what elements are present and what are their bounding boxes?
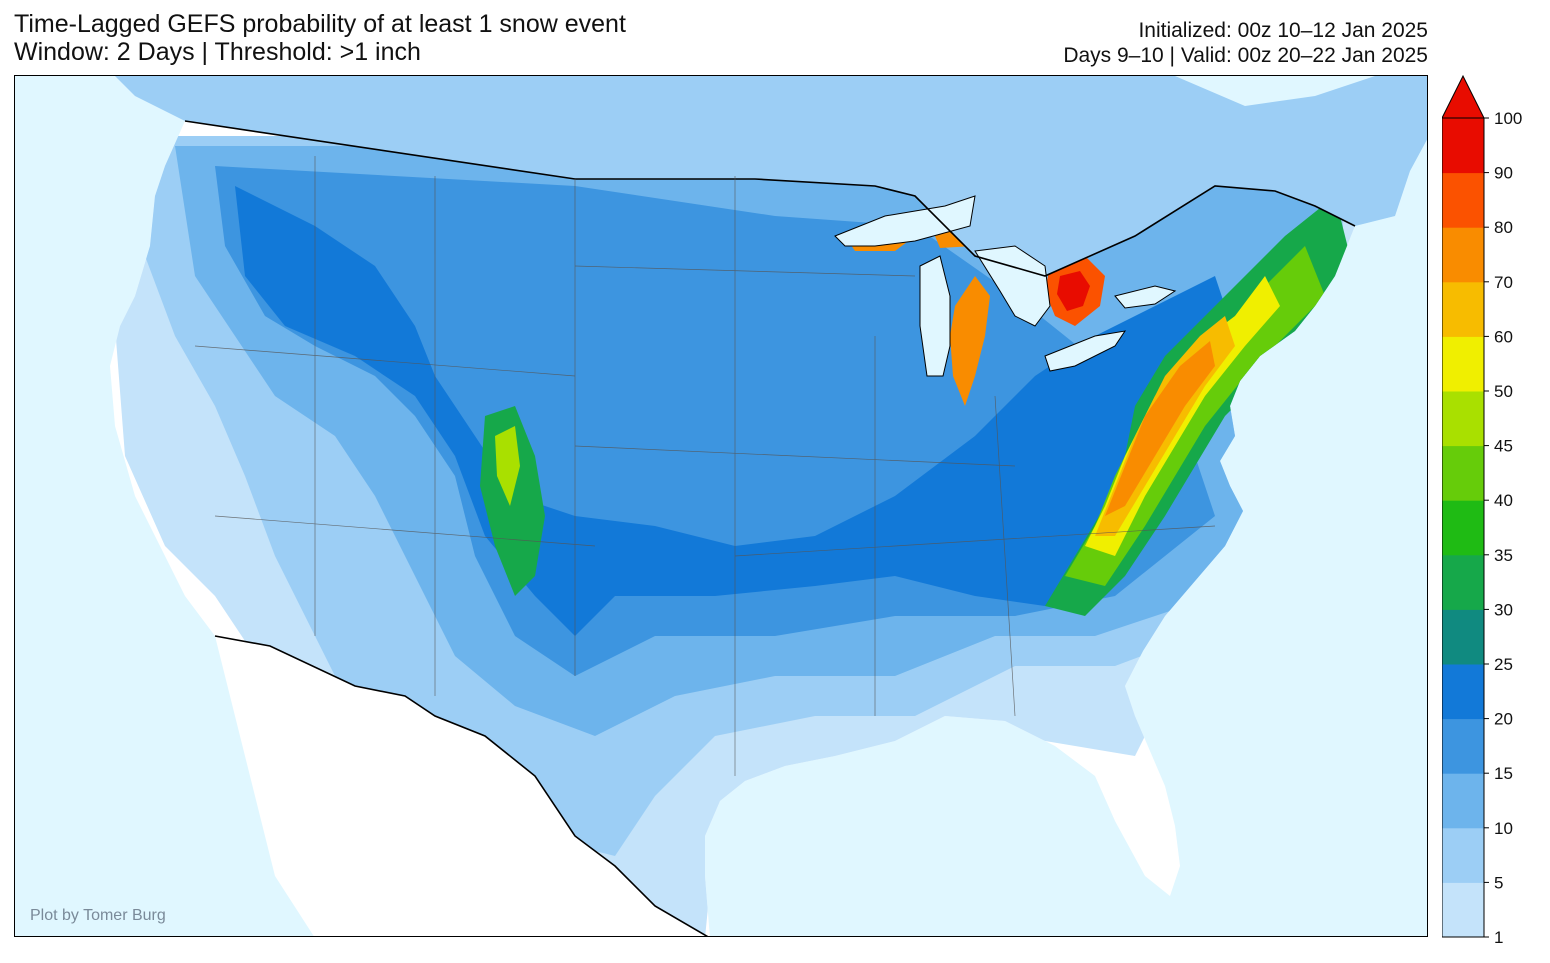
colorbar-swatch (1442, 336, 1484, 392)
colorbar-swatch (1442, 500, 1484, 556)
colorbar-label: 5 (1494, 873, 1503, 892)
state-line-8 (574, 445, 1016, 467)
colorbar-swatch (1442, 827, 1484, 883)
colorbar-border (1442, 117, 1485, 938)
colorbar-swatch (1442, 554, 1484, 610)
us-mexico-border (214, 635, 709, 936)
colorbar-label: 60 (1494, 327, 1513, 346)
contour-20 (235, 186, 1235, 636)
colorbar-label: 20 (1494, 710, 1513, 729)
state-line-2 (214, 515, 596, 547)
state-borders (194, 156, 1216, 776)
colorbar-swatch (1442, 227, 1484, 283)
state-line-11 (994, 395, 1016, 717)
colorbar-swatch (1442, 445, 1484, 501)
colorbar-label: 15 (1494, 764, 1513, 783)
canada-land (115, 76, 1427, 276)
border-lines (184, 120, 1356, 936)
colorbar-extend-arrow (1442, 74, 1485, 119)
colorbar-swatches (1442, 74, 1485, 938)
lake-superior (834, 195, 976, 247)
colorbar-label: 90 (1494, 164, 1513, 183)
colorbar-label: 30 (1494, 600, 1513, 619)
title-block: Time-Lagged GEFS probability of at least… (14, 10, 626, 66)
colorbar-label: 40 (1494, 491, 1513, 510)
colorbar-swatch (1442, 664, 1484, 720)
title-line-1: Time-Lagged GEFS probability of at least… (14, 10, 626, 38)
valid-label: Days 9–10 | Valid: 00z 20–22 Jan 2025 (1063, 44, 1428, 67)
contour-45-rockies (495, 426, 520, 506)
colorbar-label: 35 (1494, 546, 1513, 565)
us-canada-border (184, 120, 1356, 277)
state-line-7 (574, 265, 916, 277)
initialized-label: Initialized: 00z 10–12 Jan 2025 (1138, 19, 1428, 42)
colorbar-swatch (1442, 609, 1484, 665)
lake-huron (974, 245, 1051, 327)
colorbar-swatch (1442, 172, 1484, 228)
colorbar-swatch (1442, 773, 1484, 829)
lake-ontario (1114, 285, 1177, 309)
title-line-2: Window: 2 Days | Threshold: >1 inch (14, 38, 421, 66)
colorbar-swatch (1442, 718, 1484, 774)
contour-snowbelt-erie-core (1057, 271, 1090, 311)
colorbar-swatch (1442, 118, 1484, 174)
colorbar-swatch (1442, 281, 1484, 337)
colorbar-label: 1 (1494, 928, 1503, 947)
state-line-9 (734, 525, 1216, 557)
lake-michigan (919, 255, 951, 377)
colorbar-label: 45 (1494, 437, 1513, 456)
snow-probability-map (15, 76, 1427, 936)
colorbar-label: 100 (1494, 109, 1522, 128)
run-info: Initialized: 00z 10–12 Jan 2025 Days 9–1… (1063, 18, 1428, 68)
mexico-land (215, 636, 707, 936)
colorbar-label: 10 (1494, 819, 1513, 838)
colorbar-label: 50 (1494, 382, 1513, 401)
colorbar-label: 70 (1494, 273, 1513, 292)
state-line-1 (194, 345, 576, 377)
probability-fill (115, 136, 1355, 936)
contour-snowbelt-michigan (950, 276, 990, 406)
great-lakes (834, 195, 1177, 377)
colorbar-swatch (1442, 882, 1484, 938)
colorbar-swatch (1442, 391, 1484, 447)
lake-erie (1044, 330, 1127, 372)
colorbar-label: 80 (1494, 218, 1513, 237)
contour-70-east (1105, 341, 1215, 516)
map-panel[interactable] (14, 75, 1428, 937)
credit-label: Plot by Tomer Burg (30, 907, 166, 924)
colorbar-label: 25 (1494, 655, 1513, 674)
